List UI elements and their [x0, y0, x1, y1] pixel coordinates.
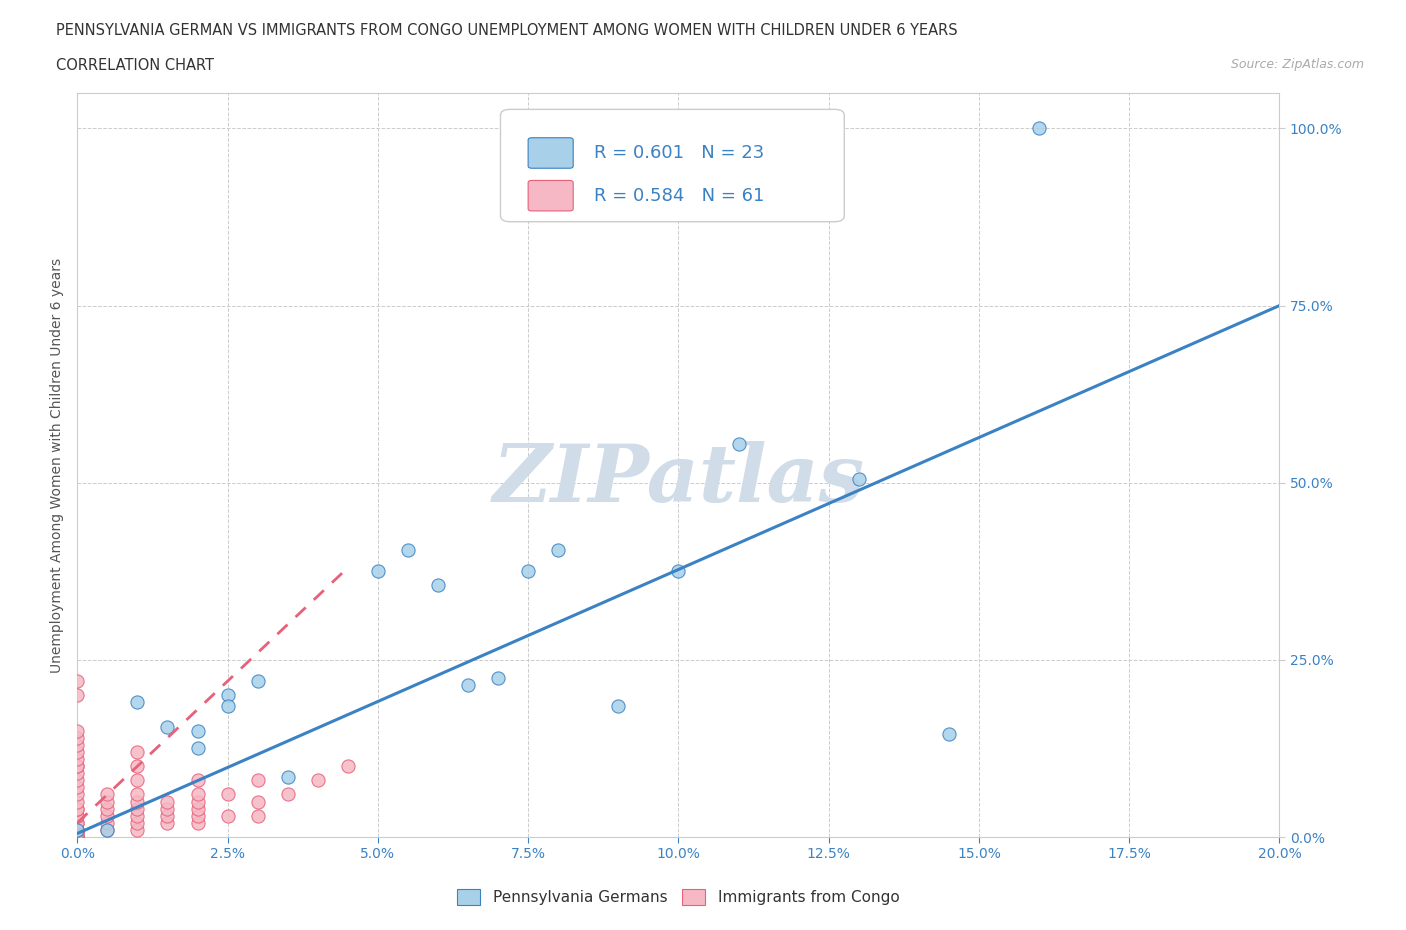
Point	[156, 802, 179, 817]
Point	[66, 826, 89, 841]
Point	[66, 808, 89, 823]
Text: CORRELATION CHART: CORRELATION CHART	[56, 58, 214, 73]
Point	[66, 830, 89, 844]
Point	[66, 794, 89, 809]
Point	[96, 802, 118, 817]
Point	[727, 436, 749, 451]
Point	[66, 773, 89, 788]
Point	[66, 724, 89, 738]
Point	[127, 773, 149, 788]
Point	[217, 688, 239, 703]
Point	[156, 720, 179, 735]
Text: R = 0.601   N = 23: R = 0.601 N = 23	[595, 144, 765, 162]
Point	[246, 773, 269, 788]
Point	[127, 787, 149, 802]
Point	[96, 794, 118, 809]
Point	[66, 822, 89, 837]
Point	[66, 822, 89, 837]
Point	[277, 787, 299, 802]
Point	[547, 542, 569, 557]
Point	[66, 751, 89, 766]
Point	[427, 578, 450, 593]
Point	[96, 816, 118, 830]
FancyBboxPatch shape	[529, 138, 574, 168]
Point	[127, 695, 149, 710]
Point	[1028, 121, 1050, 136]
Point	[187, 794, 209, 809]
FancyBboxPatch shape	[529, 180, 574, 211]
Point	[246, 808, 269, 823]
Point	[66, 765, 89, 780]
Point	[96, 808, 118, 823]
Point	[66, 759, 89, 774]
Point	[66, 673, 89, 688]
Point	[336, 759, 359, 774]
Point	[217, 787, 239, 802]
Point	[66, 830, 89, 844]
Point	[396, 542, 419, 557]
Point	[66, 822, 89, 837]
Point	[217, 698, 239, 713]
Point	[96, 822, 118, 837]
Point	[66, 830, 89, 844]
Point	[187, 773, 209, 788]
Point	[66, 737, 89, 752]
Point	[127, 822, 149, 837]
Point	[66, 688, 89, 703]
Point	[66, 787, 89, 802]
Point	[938, 727, 960, 742]
Y-axis label: Unemployment Among Women with Children Under 6 years: Unemployment Among Women with Children U…	[51, 258, 65, 672]
Point	[127, 759, 149, 774]
Point	[486, 671, 509, 685]
Point	[156, 808, 179, 823]
Text: PENNSYLVANIA GERMAN VS IMMIGRANTS FROM CONGO UNEMPLOYMENT AMONG WOMEN WITH CHILD: PENNSYLVANIA GERMAN VS IMMIGRANTS FROM C…	[56, 23, 957, 38]
Point	[277, 769, 299, 784]
Point	[187, 816, 209, 830]
Point	[66, 816, 89, 830]
Point	[66, 816, 89, 830]
Text: R = 0.584   N = 61: R = 0.584 N = 61	[595, 187, 765, 205]
Point	[66, 802, 89, 817]
Point	[187, 787, 209, 802]
Point	[66, 759, 89, 774]
Point	[457, 677, 479, 692]
Point	[66, 745, 89, 760]
Point	[66, 830, 89, 844]
Point	[127, 745, 149, 760]
Point	[246, 673, 269, 688]
Point	[848, 472, 870, 486]
Point	[156, 794, 179, 809]
Point	[127, 816, 149, 830]
Point	[246, 794, 269, 809]
Point	[307, 773, 329, 788]
Legend: Pennsylvania Germans, Immigrants from Congo: Pennsylvania Germans, Immigrants from Co…	[451, 883, 905, 911]
Text: ZIPatlas: ZIPatlas	[492, 441, 865, 519]
Point	[156, 816, 179, 830]
Point	[66, 780, 89, 795]
Point	[187, 724, 209, 738]
Point	[127, 808, 149, 823]
Point	[217, 808, 239, 823]
Text: Source: ZipAtlas.com: Source: ZipAtlas.com	[1230, 58, 1364, 71]
Point	[607, 698, 630, 713]
Point	[66, 826, 89, 841]
Point	[96, 787, 118, 802]
Point	[66, 808, 89, 823]
Point	[66, 730, 89, 745]
Point	[127, 802, 149, 817]
Point	[517, 564, 540, 578]
Point	[66, 802, 89, 817]
Point	[187, 808, 209, 823]
Point	[367, 564, 389, 578]
Point	[127, 794, 149, 809]
Point	[187, 802, 209, 817]
Point	[187, 741, 209, 756]
Point	[668, 564, 690, 578]
Point	[96, 822, 118, 837]
FancyBboxPatch shape	[501, 110, 844, 221]
